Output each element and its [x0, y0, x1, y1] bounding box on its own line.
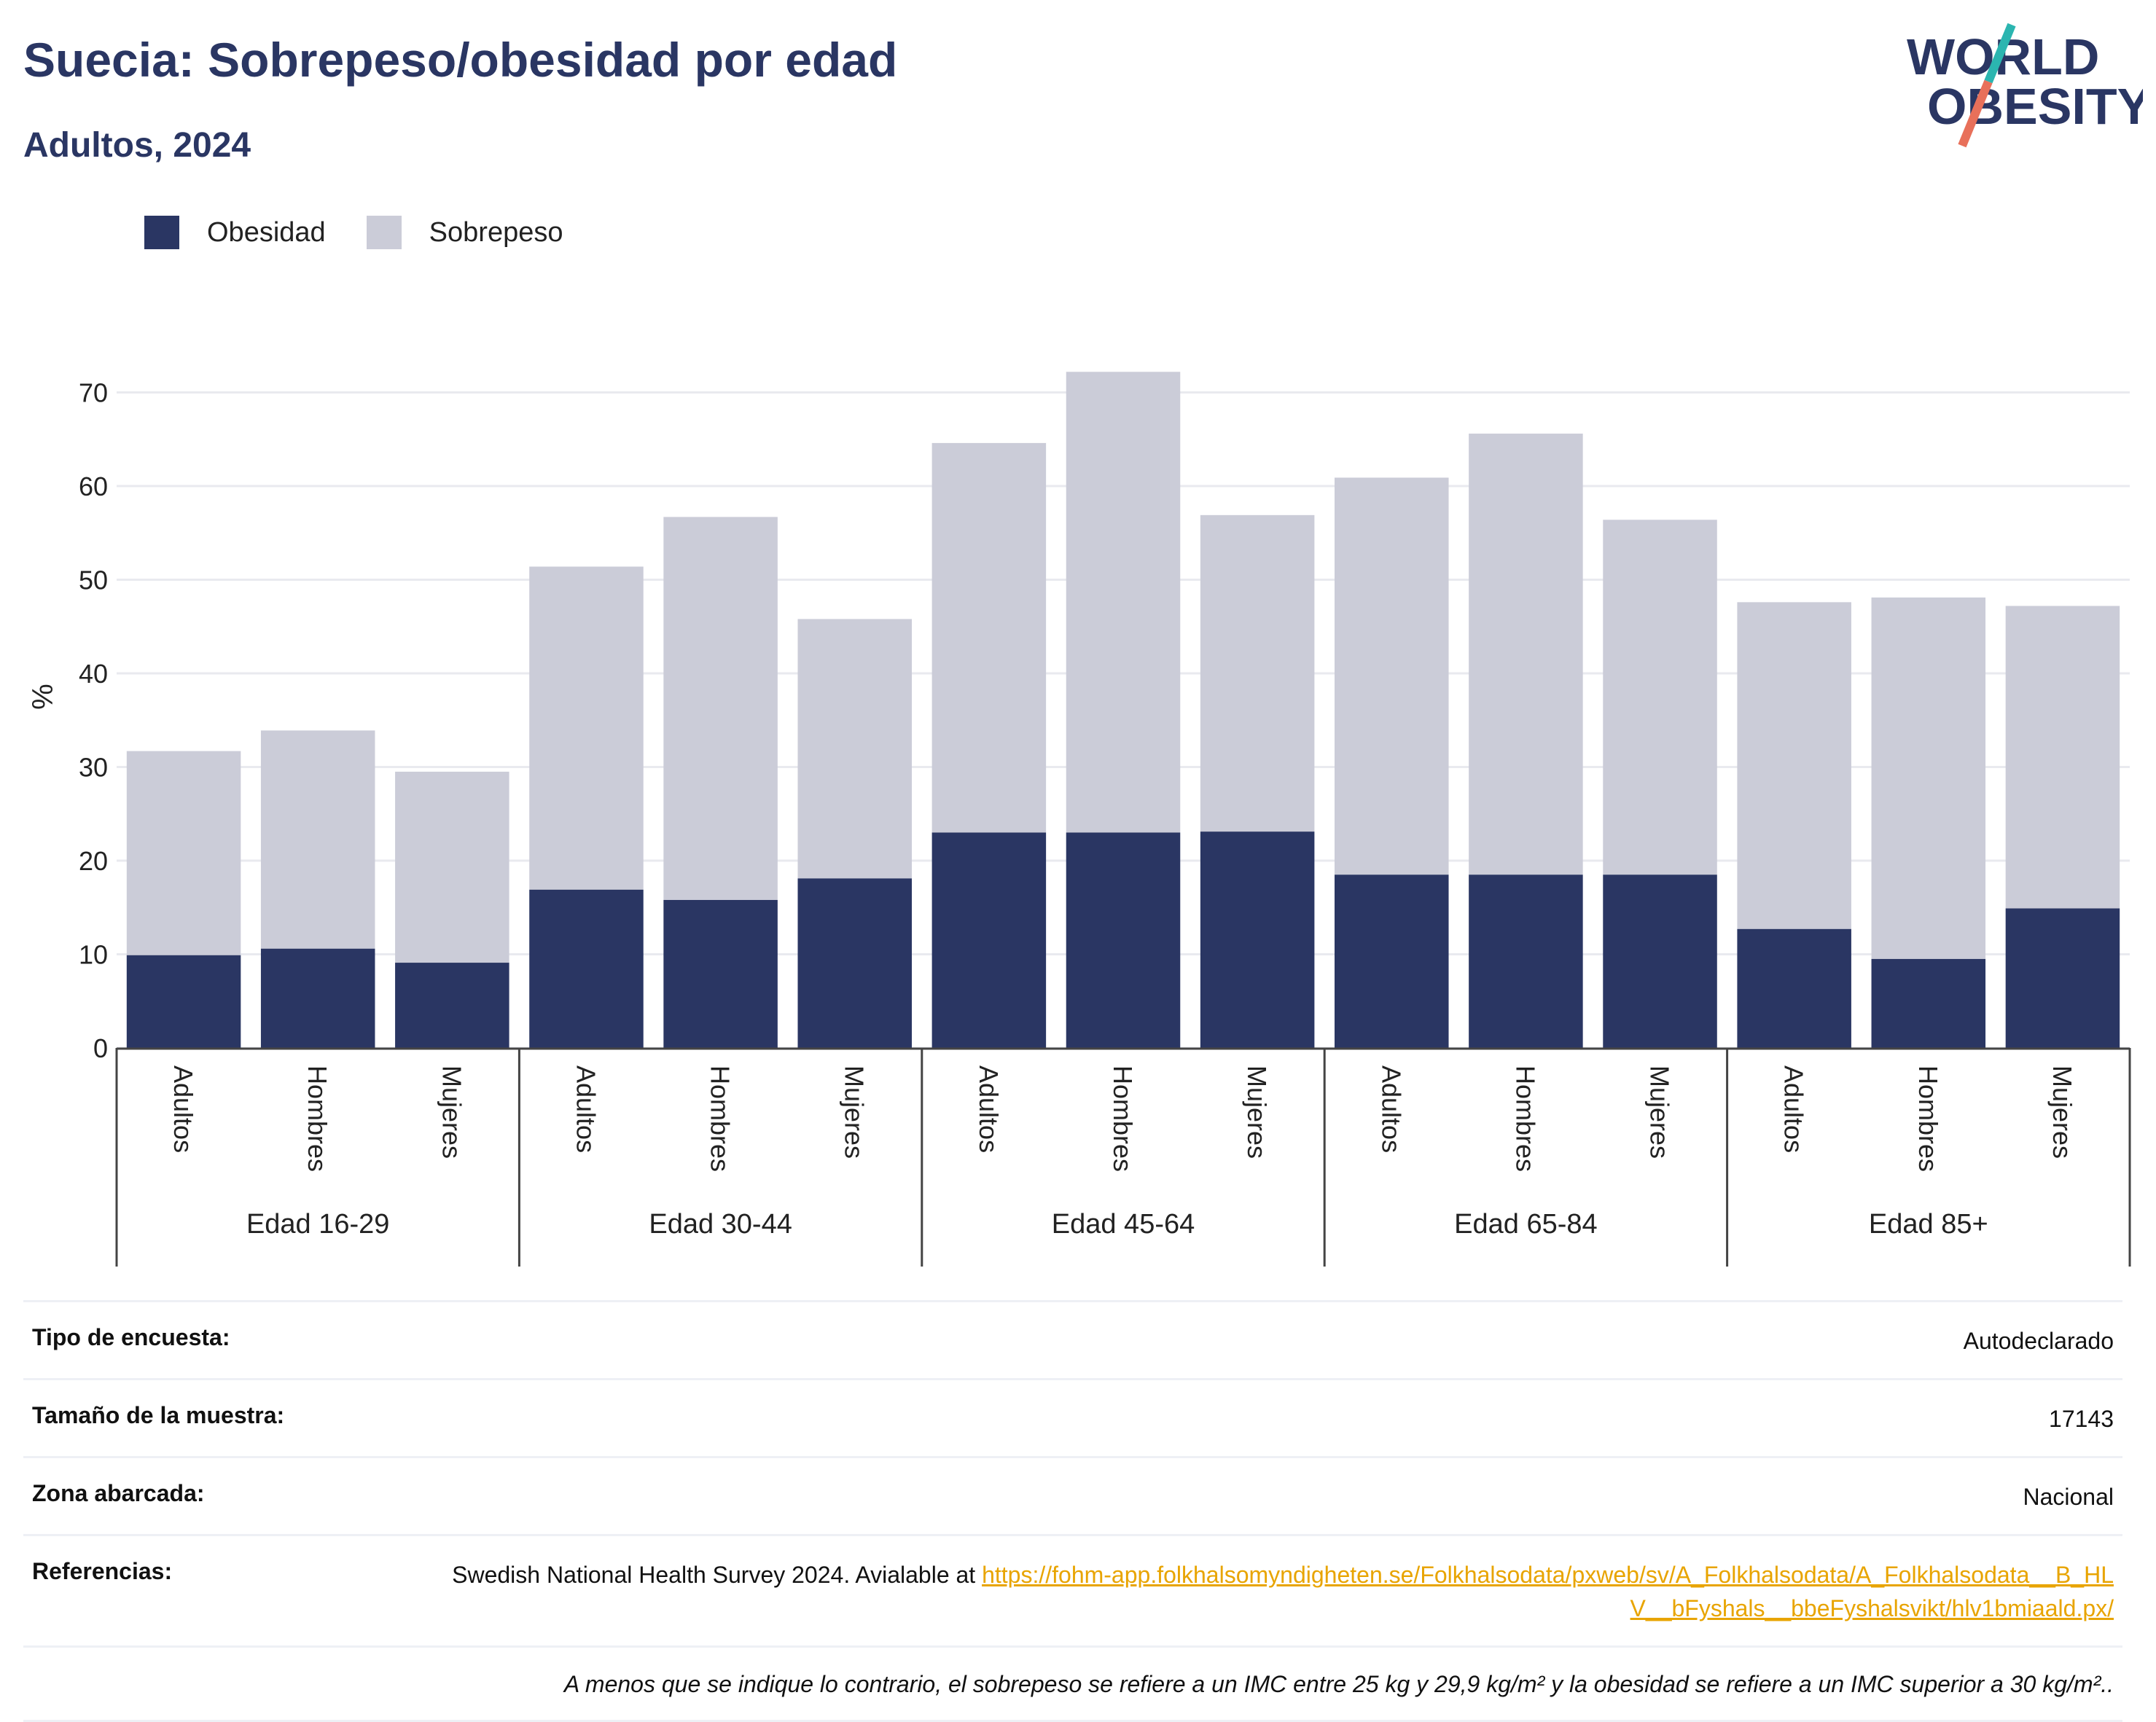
y-tick-label: 20: [79, 846, 108, 876]
info-label: Referencias:: [32, 1558, 173, 1584]
footnote: A menos que se indique lo contrario, el …: [23, 1645, 2122, 1722]
x-subcategory-label: Adultos: [974, 1065, 1004, 1153]
x-group-label: Edad 16-29: [246, 1209, 390, 1240]
bar-obesidad: [1200, 831, 1315, 1048]
chart-title: Suecia: Sobrepeso/obesidad por edad: [23, 33, 898, 87]
x-subcategory-label: Hombres: [1108, 1065, 1138, 1172]
bar-sobrepeso: [1469, 434, 1583, 875]
references-value: Swedish National Health Survey 2024. Avi…: [452, 1558, 2114, 1625]
x-subcategory-label: Adultos: [1779, 1065, 1809, 1153]
bar-obesidad: [1871, 958, 1986, 1048]
y-tick-label: 0: [93, 1033, 108, 1063]
bar-sobrepeso: [797, 619, 912, 879]
info-row-references: Referencias: Swedish National Health Sur…: [23, 1534, 2122, 1645]
bar-obesidad: [1603, 874, 1717, 1048]
stacked-bar-chart: 0 10 20 30 40 50 60 70% Adultos Hombres Mujeres Adu…: [27, 372, 2131, 1267]
y-tick-label: 30: [79, 753, 108, 783]
bar-obesidad: [1737, 928, 1851, 1048]
y-tick-label: 50: [79, 565, 108, 595]
bar-obesidad: [260, 948, 375, 1048]
bar-sobrepeso: [529, 566, 644, 890]
info-value: Nacional: [2023, 1484, 2114, 1510]
bar-sobrepeso: [663, 517, 778, 900]
survey-info-table: Tipo de encuesta: Autodeclarado Tamaño d…: [23, 1300, 2122, 1722]
bar-obesidad: [797, 878, 912, 1048]
info-value: Autodeclarado: [1963, 1328, 2114, 1354]
bar-obesidad: [663, 899, 778, 1048]
x-subcategory-label: Mujeres: [1242, 1065, 1272, 1159]
bar-sobrepeso: [395, 771, 509, 963]
info-value: 17143: [2049, 1406, 2114, 1432]
references-text: Swedish National Health Survey 2024. Avi…: [452, 1562, 983, 1588]
bar-obesidad: [395, 963, 509, 1048]
x-subcategory-label: Hombres: [1913, 1065, 1943, 1172]
info-label: Tipo de encuesta:: [32, 1324, 230, 1350]
y-axis-label: %: [27, 684, 59, 710]
legend-item-sobrepeso: Sobrepeso: [366, 216, 563, 249]
bar-sobrepeso: [1603, 520, 1717, 875]
info-label: Tamaño de la muestra:: [32, 1402, 285, 1428]
info-row-survey-type: Tipo de encuesta: Autodeclarado: [23, 1300, 2122, 1378]
x-subcategory-label: Mujeres: [2047, 1065, 2077, 1159]
bar-obesidad: [2005, 908, 2120, 1048]
x-group-label: Edad 85+: [1869, 1209, 1988, 1240]
x-group-label: Edad 30-44: [649, 1209, 792, 1240]
y-tick-label: 60: [79, 471, 108, 501]
x-subcategory-label: Mujeres: [437, 1065, 466, 1159]
logo-line2: OBESITY: [1927, 78, 2143, 135]
info-label: Zona abarcada:: [32, 1480, 205, 1506]
bar-sobrepeso: [931, 442, 1047, 833]
world-obesity-logo: WORLD OBESITY: [1907, 23, 2143, 148]
x-subcategory-label: Mujeres: [840, 1065, 870, 1159]
logo-slash-teal-icon: [1984, 23, 2016, 84]
bar-obesidad: [1469, 874, 1583, 1048]
x-subcategory-label: Adultos: [571, 1065, 601, 1153]
legend: Obesidad Sobrepeso: [144, 216, 604, 249]
x-subcategory-label: Hombres: [302, 1065, 332, 1172]
legend-swatch-obesidad: [144, 216, 179, 249]
info-row-sample-size: Tamaño de la muestra: 17143: [23, 1378, 2122, 1456]
x-subcategory-label: Hombres: [706, 1065, 735, 1172]
x-subcategory-label: Adultos: [1376, 1065, 1406, 1153]
reference-link[interactable]: https://fohm-app.folkhalsomyndigheten.se…: [982, 1562, 2114, 1621]
y-tick-label: 40: [79, 659, 108, 689]
info-row-area: Zona abarcada: Nacional: [23, 1456, 2122, 1534]
bar-sobrepeso: [1335, 477, 1449, 875]
bar-obesidad: [1335, 874, 1449, 1048]
bar-sobrepeso: [1200, 514, 1315, 832]
bar-obesidad: [529, 889, 644, 1048]
x-subcategory-label: Mujeres: [1645, 1065, 1675, 1159]
y-tick-label: 70: [79, 378, 108, 408]
x-group-label: Edad 65-84: [1454, 1209, 1598, 1240]
x-subcategory-label: Hombres: [1510, 1065, 1540, 1172]
legend-item-obesidad: Obesidad: [144, 216, 326, 249]
bar-sobrepeso: [260, 730, 375, 949]
chart-subtitle: Adultos, 2024: [23, 126, 251, 165]
legend-label-sobrepeso: Sobrepeso: [429, 216, 563, 248]
x-subcategory-label: Adultos: [168, 1065, 198, 1153]
bar-sobrepeso: [1737, 602, 1851, 929]
bar-obesidad: [931, 832, 1047, 1048]
bar-sobrepeso: [2005, 606, 2120, 909]
y-tick-label: 10: [79, 940, 108, 970]
legend-label-obesidad: Obesidad: [207, 216, 326, 248]
x-group-label: Edad 45-64: [1052, 1209, 1195, 1240]
bar-sobrepeso: [1066, 372, 1181, 833]
bar-sobrepeso: [1871, 597, 1986, 959]
legend-swatch-sobrepeso: [366, 216, 402, 249]
bar-sobrepeso: [126, 751, 241, 955]
bar-obesidad: [1066, 832, 1181, 1048]
logo-slash-coral-icon: [1958, 79, 1993, 148]
bar-obesidad: [126, 955, 241, 1048]
